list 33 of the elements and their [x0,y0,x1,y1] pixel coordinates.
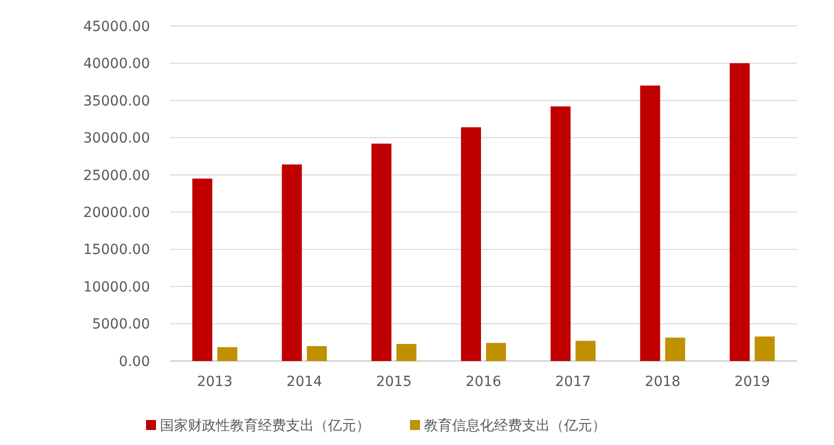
bar [486,342,506,361]
y-tick-label: 15000.00 [83,242,150,258]
bar [396,344,416,361]
bar [371,144,392,361]
x-tick-label: 2013 [196,374,233,390]
y-tick-label: 25000.00 [83,168,150,184]
bar [550,106,571,361]
bar [576,340,596,361]
y-tick-label: 30000.00 [83,130,150,147]
y-tick-label: 10000.00 [83,279,150,296]
y-tick-label: 40000.00 [83,56,150,72]
bar [754,336,775,361]
y-tick-label: 20000.00 [83,205,150,222]
x-tick-label: 2016 [466,374,502,390]
x-tick-label: 2018 [644,374,680,390]
legend-label: 国家财政性教育经费支出（亿元） [160,417,370,434]
bar [640,86,660,361]
y-tick-label: 5000.00 [92,316,150,333]
bar [192,178,212,361]
bar [461,127,481,361]
bar [306,346,327,361]
y-tick-label: 0.00 [118,354,150,370]
bar [730,63,750,361]
legend-label: 教育信息化经费支出（亿元） [424,417,606,434]
x-tick-label: 2014 [286,374,322,390]
y-tick-label: 35000.00 [83,93,150,110]
x-tick-label: 2019 [734,374,770,390]
bar [217,347,238,361]
y-tick-label: 45000.00 [83,18,150,35]
x-tick-label: 2017 [555,374,591,390]
bar [282,164,302,361]
x-tick-label: 2015 [376,374,412,390]
bar [665,338,686,361]
